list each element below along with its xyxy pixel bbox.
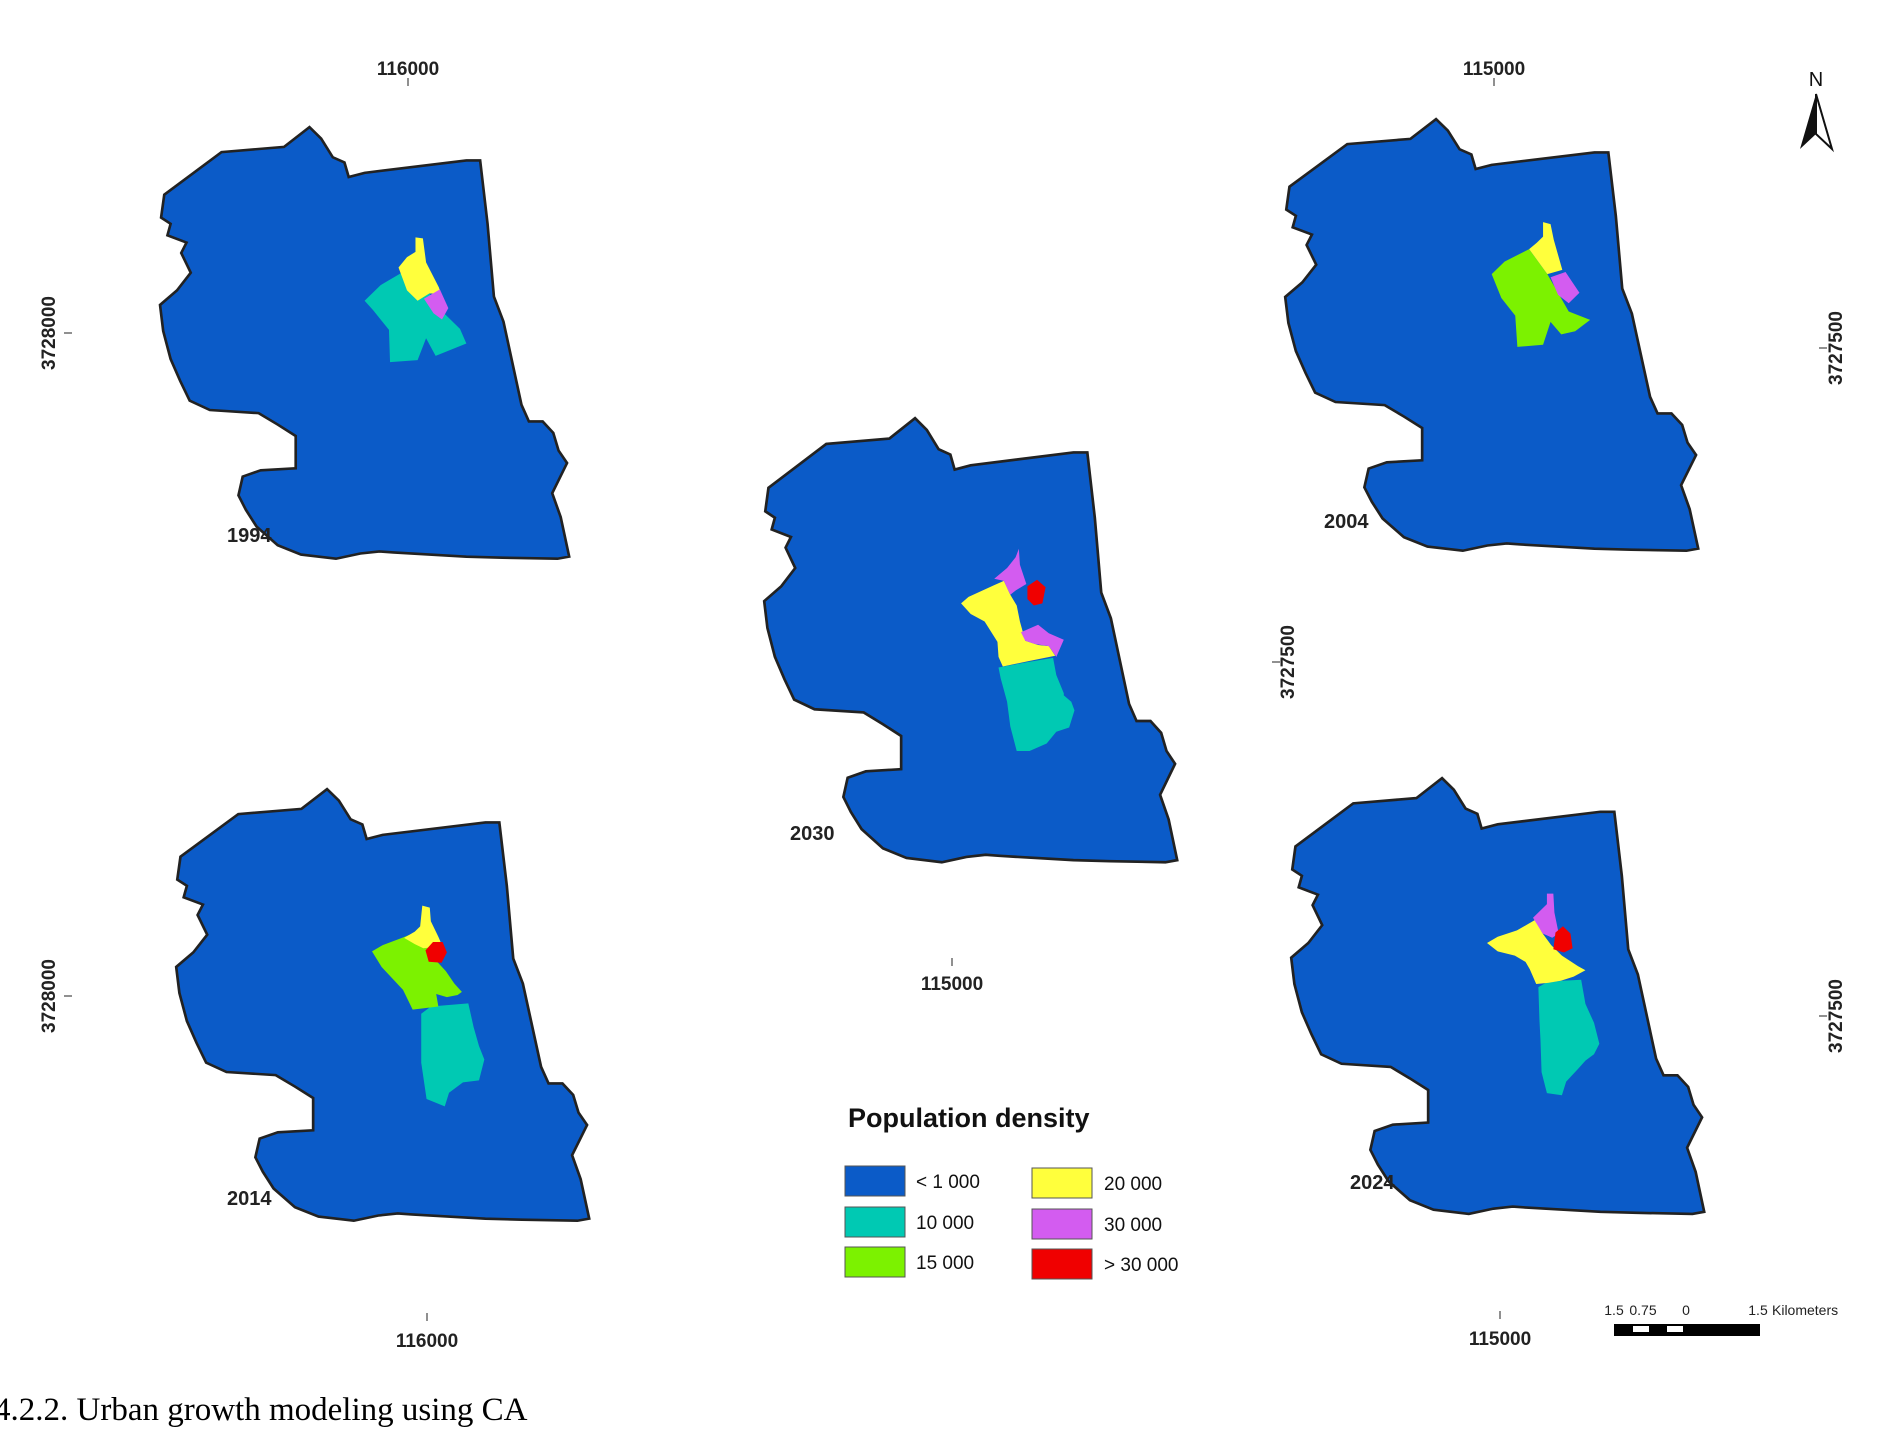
legend-item-10000: 10 000 [844,1206,974,1238]
coord-bottom-2014: 116000 [396,1331,458,1352]
scale-bar-seg-2 [1667,1326,1683,1332]
boundary-2014 [174,787,591,1223]
legend-item-15000: 15 000 [844,1246,974,1278]
figure-caption: 4.2.2. Urban growth modeling using CA [0,1392,528,1428]
legend-item-gt30000: > 30 000 [1031,1248,1179,1280]
legend-item-30000: 30 000 [1031,1208,1162,1240]
north-arrow-right-half [1815,93,1834,153]
map-1994 [158,125,571,561]
year-label-2014: 2014 [227,1188,272,1210]
legend-swatch-20000 [1031,1167,1093,1199]
coord-right-2024: 3727500 [1826,979,1847,1053]
scale-tick-4: 1.5 [1748,1302,1768,1318]
north-label: N [1809,69,1823,91]
legend-title: Population density [848,1103,1090,1133]
north-arrow-left-half [1800,94,1816,149]
coord-left-2014: 3728000 [39,959,60,1033]
map-2030 [762,416,1179,864]
year-label-1994: 1994 [227,525,272,547]
legend-swatch-15000 [844,1246,906,1278]
legend-swatch-30000 [1031,1208,1093,1240]
scale-tick-3: 0 [1682,1302,1690,1318]
map-2004 [1283,117,1700,553]
legend-swatch-10000 [844,1206,906,1238]
year-label-2030: 2030 [790,823,835,845]
legend-label-lt1000: < 1 000 [916,1172,980,1193]
legend-item-lt1000: < 1 000 [844,1165,980,1197]
legend-label-15000: 15 000 [916,1253,974,1274]
legend-label-20000: 20 000 [1104,1174,1162,1195]
legend-item-20000: 20 000 [1031,1167,1162,1199]
scale-tick-1: 1.5 [1604,1302,1624,1318]
scale-unit: Kilometers [1772,1302,1838,1318]
boundary-2030 [762,416,1179,864]
coord-right-2004: 3727500 [1826,311,1847,385]
boundary-1994 [158,125,571,561]
map-2024 [1289,776,1706,1216]
legend-label-10000: 10 000 [916,1213,974,1234]
legend-swatch-gt30000 [1031,1248,1093,1280]
scale-bar: 1.5 0.75 0 1.5 Kilometers [1604,1302,1838,1336]
map-2014 [174,787,591,1223]
coord-top-2004: 115000 [1463,59,1525,80]
coord-bottom-2030: 115000 [921,974,983,995]
boundary-2024 [1289,776,1706,1216]
legend-label-30000: 30 000 [1104,1215,1162,1236]
year-label-2004: 2004 [1324,511,1369,533]
scale-bar-frame [1614,1324,1760,1336]
coord-left-1994: 3728000 [39,296,60,370]
legend-swatch-lt1000 [844,1165,906,1197]
coord-right-2030: 3727500 [1278,625,1299,699]
boundary-2004 [1283,117,1700,553]
scale-tick-2: 0.75 [1629,1302,1656,1318]
year-label-2024: 2024 [1350,1172,1395,1194]
scale-bar-seg-1 [1633,1326,1649,1332]
legend-label-gt30000: > 30 000 [1104,1255,1179,1276]
coord-bottom-2024: 115000 [1469,1329,1531,1350]
coord-top-1994: 116000 [377,59,439,80]
north-arrow-icon: N [1800,69,1834,153]
legend: Population density < 1 000 10 000 15 000… [844,1103,1179,1280]
